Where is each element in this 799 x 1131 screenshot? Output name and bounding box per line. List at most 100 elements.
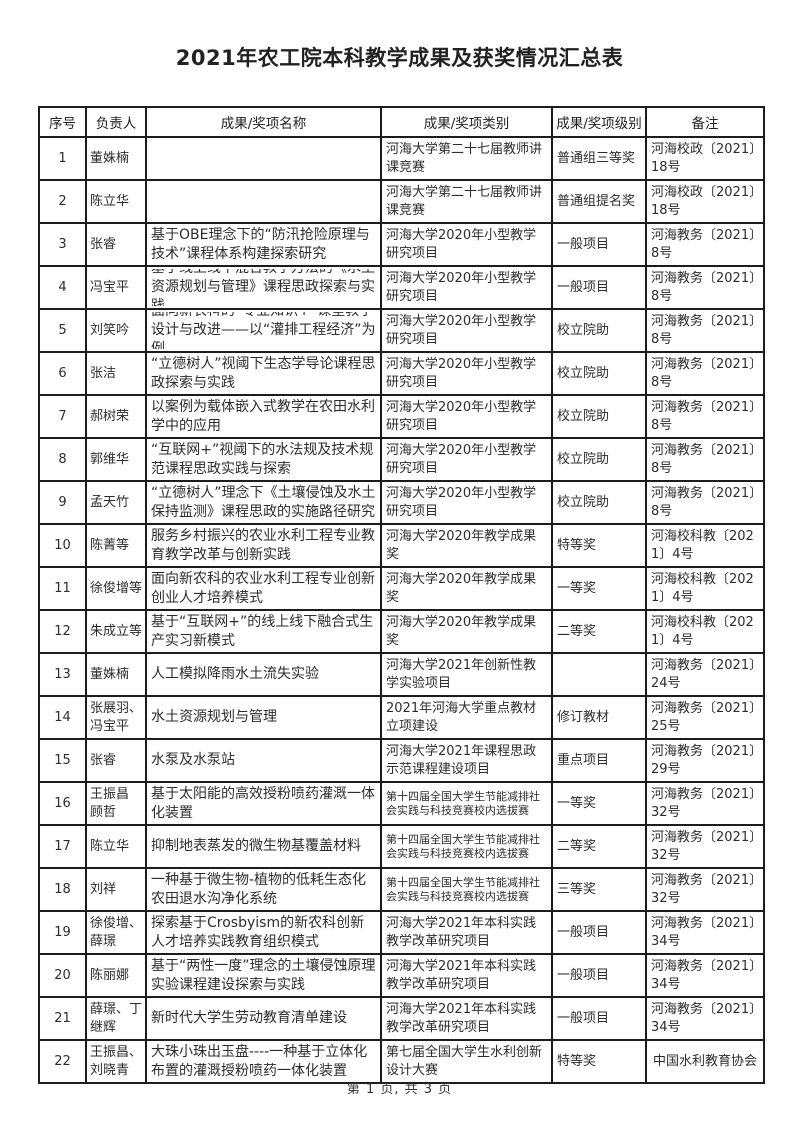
- cell-level: 一般项目: [551, 910, 647, 955]
- cell-serial: 1: [38, 136, 87, 181]
- cell-person: 张洁: [85, 351, 147, 396]
- cell-remark: 河海校政〔2021〕18号: [645, 136, 765, 181]
- cell-level: 特等奖: [551, 523, 647, 568]
- cell-level: 二等奖: [551, 609, 647, 654]
- cell-level: 一等奖: [551, 781, 647, 826]
- table-body: 1 董姝楠 河海大学第二十七届教师讲课竞赛 普通组三等奖 河海校政〔2021〕18号 2 陈…: [38, 136, 765, 1084]
- cell-serial: 4: [38, 265, 87, 310]
- cell-level: 校立院助: [551, 394, 647, 439]
- table-row: 8 郭维华 “互联网+”视阈下的水法规及技术规范课程思政实践与探索 河海大学2020年…: [38, 437, 765, 482]
- cell-remark: 中国水利教育协会: [645, 1039, 765, 1084]
- table-row: 19 徐俊增、薛璟 探索基于Crosbyism的新农科创新人才培养实践教育组织模式河…: [38, 910, 765, 955]
- cell-person: 冯宝平: [85, 265, 147, 310]
- cell-name: 基于太阳能的高效授粉喷药灌溉一体化装置: [145, 781, 382, 826]
- cell-serial: 20: [38, 953, 87, 998]
- cell-category: 河海大学2020年小型教学研究项目: [380, 308, 553, 353]
- cell-category: 第十四届全国大学生节能减排社会实践与科技竞赛校内选拔赛: [380, 867, 553, 912]
- header-row: 序号 负责人 成果/奖项名称 成果/奖项类别 成果/奖项级别 备注: [38, 106, 765, 138]
- cell-category: 河海大学第二十七届教师讲课竞赛: [380, 136, 553, 181]
- cell-person: 徐俊增、薛璟: [85, 910, 147, 955]
- cell-level: 普通组提名奖: [551, 179, 647, 224]
- table-row: 6 张洁 “立德树人”视阈下生态学导论课程思政探索与实践 河海大学2020年小型教学研…: [38, 351, 765, 396]
- cell-name: 基于线上线下混合教学方法的《水土资源规划与管理》课程思政探索与实践: [145, 265, 382, 310]
- page-title: 2021年农工院本科教学成果及获奖情况汇总表: [175, 46, 624, 70]
- header-cell-category: 成果/奖项类别: [380, 106, 553, 138]
- cell-serial: 9: [38, 480, 87, 525]
- cell-category: 第七届全国大学生水利创新设计大赛: [380, 1039, 553, 1084]
- cell-serial: 22: [38, 1039, 87, 1084]
- cell-person: 郝树荣: [85, 394, 147, 439]
- cell-person: 陈立华: [85, 824, 147, 869]
- cell-name: 大珠小珠出玉盘----一种基于立体化布置的灌溉授粉喷药一体化装置: [145, 1039, 382, 1084]
- cell-name: 水泵及水泵站: [145, 738, 382, 783]
- cell-name: 抑制地表蒸发的微生物基覆盖材料: [145, 824, 382, 869]
- cell-serial: 2: [38, 179, 87, 224]
- cell-remark: 河海教务〔2021〕8号: [645, 222, 765, 267]
- cell-category: 河海大学2020年小型教学研究项目: [380, 394, 553, 439]
- cell-remark: 河海教务〔2021〕8号: [645, 308, 765, 353]
- cell-person: 陈菁等: [85, 523, 147, 568]
- cell-remark: 河海教务〔2021〕8号: [645, 351, 765, 396]
- cell-person: 徐俊增等: [85, 566, 147, 611]
- cell-name: [145, 179, 382, 224]
- cell-level: 一般项目: [551, 996, 647, 1041]
- cell-serial: 17: [38, 824, 87, 869]
- cell-serial: 14: [38, 695, 87, 740]
- cell-level: [551, 652, 647, 697]
- cell-serial: 8: [38, 437, 87, 482]
- cell-name: 面向新农科的农业水利工程专业创新创业人才培养模式: [145, 566, 382, 611]
- cell-level: 校立院助: [551, 437, 647, 482]
- cell-name: 人工模拟降雨水土流失实验: [145, 652, 382, 697]
- cell-level: 修订教材: [551, 695, 647, 740]
- cell-remark: 河海教务〔2021〕32号: [645, 781, 765, 826]
- table-row: 1 董姝楠 河海大学第二十七届教师讲课竞赛 普通组三等奖 河海校政〔2021〕18号: [38, 136, 765, 181]
- cell-name: 基于“互联网+”的线上线下融合式生产实习新模式: [145, 609, 382, 654]
- cell-person: 孟天竹: [85, 480, 147, 525]
- cell-level: 重点项目: [551, 738, 647, 783]
- cell-remark: 河海教务〔2021〕34号: [645, 953, 765, 998]
- table-row: 3 张睿 基于OBE理念下的“防汛抢险原理与技术”课程体系构建探索研究 河海大学202…: [38, 222, 765, 267]
- table-row: 21 薛璟、丁继辉 新时代大学生劳动教育清单建设 河海大学2021年本科实践教学改革研…: [38, 996, 765, 1041]
- table-row: 14 张展羽、冯宝平 水土资源规划与管理 2021年河海大学重点教材立项建设 修订教材河…: [38, 695, 765, 740]
- table-row: 12 朱成立等 基于“互联网+”的线上线下融合式生产实习新模式 河海大学2020年教学…: [38, 609, 765, 654]
- cell-remark: 河海教务〔2021〕34号: [645, 910, 765, 955]
- header-cell-serial: 序号: [38, 106, 87, 138]
- table-row: 7 郝树荣 以案例为载体嵌入式教学在农田水利学中的应用 河海大学2020年小型教学研究…: [38, 394, 765, 439]
- cell-category: 第十四届全国大学生节能减排社会实践与科技竞赛校内选拔赛: [380, 781, 553, 826]
- cell-remark: 河海教务〔2021〕8号: [645, 265, 765, 310]
- cell-serial: 3: [38, 222, 87, 267]
- table-row: 4冯宝平基于线上线下混合教学方法的《水土资源规划与管理》课程思政探索与实践河海大…: [38, 265, 765, 310]
- cell-level: 一等奖: [551, 566, 647, 611]
- cell-serial: 6: [38, 351, 87, 396]
- cell-name: “立德树人”视阈下生态学导论课程思政探索与实践: [145, 351, 382, 396]
- cell-serial: 18: [38, 867, 87, 912]
- cell-name: 水土资源规划与管理: [145, 695, 382, 740]
- cell-serial: 11: [38, 566, 87, 611]
- cell-serial: 7: [38, 394, 87, 439]
- table-row: 20 陈丽娜 基于“两性一度”理念的土壤侵蚀原理实验课程建设探索与实践 河海大学202…: [38, 953, 765, 998]
- cell-person: 董姝楠: [85, 652, 147, 697]
- cell-remark: 河海教务〔2021〕8号: [645, 437, 765, 482]
- cell-name: “互联网+”视阈下的水法规及技术规范课程思政实践与探索: [145, 437, 382, 482]
- table-row: 11 徐俊增等 面向新农科的农业水利工程专业创新创业人才培养模式 河海大学2020年教…: [38, 566, 765, 611]
- header-cell-person: 负责人: [85, 106, 147, 138]
- cell-category: 河海大学第二十七届教师讲课竞赛: [380, 179, 553, 224]
- cell-level: 特等奖: [551, 1039, 647, 1084]
- cell-remark: 河海教务〔2021〕32号: [645, 824, 765, 869]
- cell-remark: 河海校科教〔2021〕4号: [645, 566, 765, 611]
- cell-person: 陈立华: [85, 179, 147, 224]
- cell-name: 基于“两性一度”理念的土壤侵蚀原理实验课程建设探索与实践: [145, 953, 382, 998]
- cell-name: 新时代大学生劳动教育清单建设: [145, 996, 382, 1041]
- cell-person: 张展羽、冯宝平: [85, 695, 147, 740]
- cell-serial: 12: [38, 609, 87, 654]
- cell-category: 河海大学2021年课程思政示范课程建设项目: [380, 738, 553, 783]
- cell-level: 校立院助: [551, 480, 647, 525]
- cell-category: 河海大学2020年小型教学研究项目: [380, 351, 553, 396]
- cell-remark: 河海教务〔2021〕25号: [645, 695, 765, 740]
- cell-person: 董姝楠: [85, 136, 147, 181]
- table-row: 9 孟天竹 “立德树人”理念下《土壤侵蚀及水土保持监测》课程思政的实施路径研究 河海大…: [38, 480, 765, 525]
- cell-remark: 河海校科教〔2021〕4号: [645, 523, 765, 568]
- cell-category: 河海大学2021年本科实践教学改革研究项目: [380, 953, 553, 998]
- table-row: 22 王振昌、刘晓青 大珠小珠出玉盘----一种基于立体化布置的灌溉授粉喷药一体化装…: [38, 1039, 765, 1084]
- cell-category: 河海大学2021年本科实践教学改革研究项目: [380, 996, 553, 1041]
